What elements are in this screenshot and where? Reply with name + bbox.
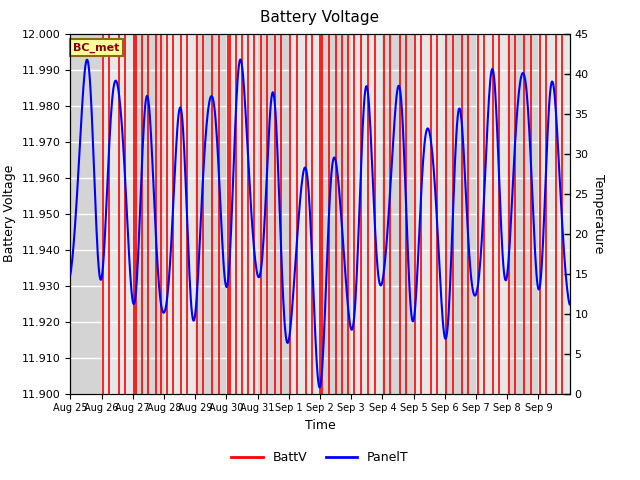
Bar [195, 34, 227, 394]
Bar [289, 34, 320, 394]
Title: Battery Voltage: Battery Voltage [260, 11, 380, 25]
Legend: BattV, PanelT: BattV, PanelT [227, 446, 413, 469]
Y-axis label: Battery Voltage: Battery Voltage [3, 165, 16, 262]
Text: BC_met: BC_met [73, 43, 119, 53]
Bar [383, 34, 413, 394]
Bar [70, 34, 102, 394]
Bar [164, 34, 195, 394]
Bar [538, 34, 570, 394]
Bar [476, 34, 507, 394]
X-axis label: Time: Time [305, 419, 335, 432]
Bar [258, 34, 289, 394]
Y-axis label: Temperature: Temperature [592, 174, 605, 253]
Bar [445, 34, 476, 394]
Bar [320, 34, 351, 394]
Bar [227, 34, 258, 394]
Bar [508, 34, 538, 394]
Bar [133, 34, 164, 394]
Bar [413, 34, 445, 394]
Bar [351, 34, 383, 394]
Bar [102, 34, 133, 394]
